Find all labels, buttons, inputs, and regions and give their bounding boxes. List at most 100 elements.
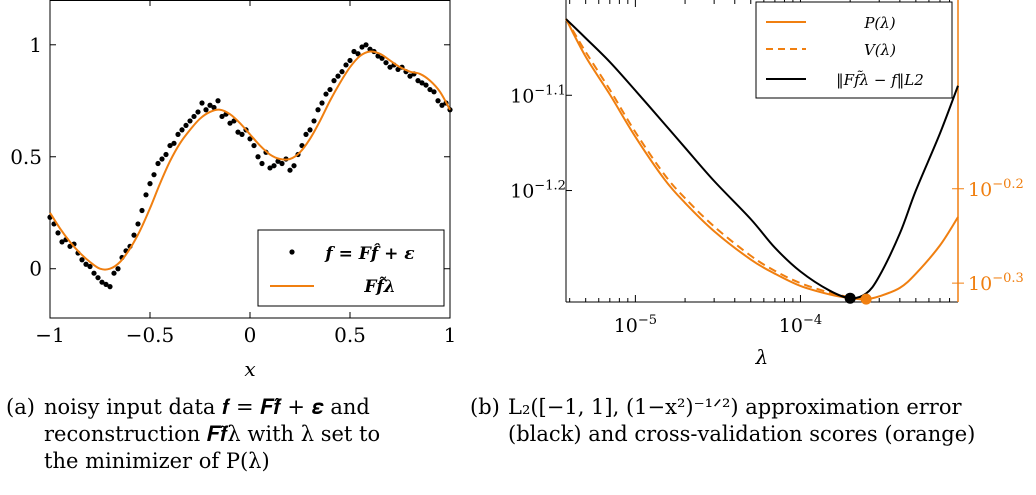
- caption-b-line-2: (black) and cross-validation scores (ora…: [508, 422, 976, 446]
- plot-a-data-point: [415, 78, 421, 84]
- caption-a-line-3: the minimizer of P(λ): [44, 449, 270, 473]
- plot-a-data-point: [427, 86, 433, 93]
- plot-a-data-point: [343, 62, 349, 68]
- plot-a-data-point: [59, 239, 65, 245]
- plot-a-data-point: [159, 156, 165, 162]
- caption-b-line-1: L₂([−1, 1], (1−x²)⁻¹ᐟ²) approximation er…: [508, 395, 962, 419]
- plot-b-ytick-left-label: 10−1.1: [510, 83, 566, 107]
- caption-a: (a) noisy input data 𝒇 = 𝑭𝒇̂ + 𝜺 and reco…: [6, 394, 446, 475]
- plot-a-data-point: [355, 51, 361, 57]
- plot-a-data-point: [387, 64, 393, 70]
- plot-b-ytick-left-label: 10−1.2: [510, 179, 566, 203]
- plot-a-data-point: [195, 109, 201, 115]
- plot-a-data-point: [143, 192, 149, 198]
- plot-a-data-point: [419, 80, 425, 86]
- caption-b-tag: (b): [470, 395, 500, 419]
- plot-a-data-point: [279, 160, 285, 167]
- plot-b-xtick-label: 10−5: [614, 313, 657, 337]
- plot-a-data-point: [83, 261, 89, 267]
- plot-a-data-point: [215, 98, 221, 104]
- plot-a-data-point: [435, 98, 441, 104]
- plot-a-data-point: [431, 89, 437, 95]
- plot-a-data-point: [331, 78, 337, 84]
- plot-a-ytick-label: 0.5: [10, 145, 42, 169]
- plot-a-data-point: [67, 243, 73, 249]
- plot-a-data-point: [275, 158, 281, 164]
- plot-a-data-point: [439, 102, 445, 108]
- plot-a-xtick-label: 0: [244, 323, 257, 347]
- plot-a-data-point: [203, 107, 209, 113]
- plot-b-series-v: [565, 18, 867, 301]
- plot-a-data-point: [131, 232, 137, 238]
- plot-a-data-point: [151, 172, 157, 178]
- plot-a-data-point: [167, 142, 173, 149]
- plot-a-data-point: [311, 118, 317, 124]
- plot-a-data-point: [79, 257, 85, 263]
- caption-a-line-2: reconstruction 𝑭𝒇̃λ with λ set to: [44, 422, 381, 446]
- plot-a-data-point: [183, 122, 189, 129]
- plot-b-legend-label-v: V(λ): [864, 41, 896, 59]
- plot-a-data-point: [307, 127, 313, 133]
- plot-b-xlabel: λ: [755, 345, 769, 369]
- plot-a-ytick-label: 0: [29, 257, 42, 281]
- plot-a-data-point: [291, 163, 297, 169]
- plot-a-data-point: [255, 154, 261, 160]
- plot-a-data-point: [251, 142, 257, 149]
- plot-a-data-point: [319, 100, 325, 106]
- plot-a-data-point: [383, 60, 389, 66]
- plot-a-data-point: [199, 100, 205, 106]
- plot-a-data-point: [171, 140, 177, 146]
- plot-a-data-point: [99, 279, 105, 285]
- plot-a-data-point: [351, 48, 357, 55]
- plot-b-marker-minimizer-P: [860, 293, 872, 305]
- plot-a-data-point: [103, 281, 109, 288]
- plot-a-legend-label-data: f = Ff̂ + ε: [324, 244, 414, 264]
- plot-b-legend: [755, 1, 953, 99]
- plot-a-data-point: [91, 270, 97, 276]
- plot-a-data-point: [267, 165, 273, 171]
- plot-a-data-point: [95, 275, 101, 281]
- plot-a-xtick-label: −1: [35, 323, 64, 347]
- plot-a-data-point: [259, 160, 265, 167]
- plot-b-legend-label-p: P(λ): [863, 14, 895, 32]
- plot-a-data-point: [139, 207, 145, 214]
- plot-a-data-point: [271, 163, 277, 169]
- plot-a-data-point: [347, 57, 353, 64]
- plot-b-xtick-label: 10−4: [779, 313, 822, 337]
- plot-a-data-point: [339, 69, 345, 75]
- plot-a-data-point: [363, 42, 369, 48]
- plot-a-legend: [257, 229, 445, 307]
- plot-a-legend-marker-data: [289, 249, 295, 255]
- plot-a-data-point: [287, 167, 293, 173]
- plot-a-data-point: [135, 221, 141, 227]
- plot-a-xlabel: x: [244, 357, 255, 381]
- caption-a-line-1: noisy input data 𝒇 = 𝑭𝒇̂ + 𝜺 and: [44, 395, 370, 419]
- plot-a-data-point: [239, 131, 245, 137]
- plot-a-data-point: [211, 104, 217, 111]
- plot-a-xtick-label: 1: [444, 323, 457, 347]
- plot-a-data-point: [379, 55, 385, 61]
- plot-a-data-point: [163, 151, 169, 158]
- plot-a-xtick-label: 0.5: [334, 323, 366, 347]
- plot-b-ytick-right-label: 10−0.2: [968, 177, 1024, 201]
- plot-a-data-point: [191, 113, 197, 120]
- plot-a-xtick-label: −0.5: [126, 323, 175, 347]
- plot-a-data-point: [187, 118, 193, 124]
- plot-a-data-point: [55, 230, 61, 236]
- plot-a-data-point: [359, 44, 365, 50]
- plot-a-data-point: [227, 120, 233, 126]
- plot-a-ytick-label: 1: [29, 33, 42, 57]
- plot-a-data-point: [219, 113, 225, 120]
- caption-b: (b) L₂([−1, 1], (1−x²)⁻¹ᐟ²) approximation…: [470, 394, 1036, 448]
- plot-b-series-p: [565, 18, 959, 301]
- plot-a-data-point: [175, 131, 181, 137]
- plot-b-legend-label-error: ‖Ff̃λ − f‖L2: [836, 71, 924, 89]
- plot-a-data-point: [107, 284, 113, 290]
- plot-b-ytick-right-label: 10−0.3: [968, 271, 1024, 295]
- plot-a-data-point: [335, 73, 341, 79]
- plot-a-data-point: [407, 73, 413, 79]
- plot-a-data-point: [423, 82, 429, 88]
- plot-b-marker-minimizer-error: [844, 292, 856, 304]
- plot-a-data-point: [179, 127, 185, 133]
